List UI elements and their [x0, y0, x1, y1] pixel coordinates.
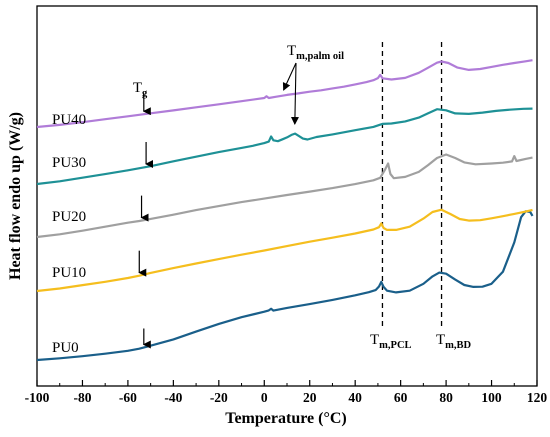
x-tick-label: 120 [527, 390, 548, 405]
series-line-pu40 [36, 59, 533, 129]
tm-palm-oil-label: Tm,palm oil [287, 43, 344, 62]
x-tick-label: 60 [394, 390, 408, 405]
series-line-pu20 [36, 153, 533, 239]
series-label-pu30: PU30 [52, 155, 86, 171]
x-tick-label: 0 [261, 390, 268, 405]
x-tick-label: 80 [439, 390, 453, 405]
x-tick-label: -20 [210, 390, 228, 405]
series-line-pu10 [36, 208, 533, 293]
x-tick-label: -80 [73, 390, 91, 405]
x-tick-label: -60 [119, 390, 137, 405]
reference-line-label: Tm,PCL [370, 332, 412, 351]
x-tick-label: 100 [481, 390, 502, 405]
x-axis-title: Temperature (°C) [225, 410, 346, 427]
x-tick-label: -40 [164, 390, 182, 405]
series-label-pu10: PU10 [52, 265, 86, 281]
tg-label: Tg [133, 80, 148, 99]
tm-palm-oil-arrow [282, 62, 297, 91]
series-label-pu0: PU0 [52, 340, 79, 356]
series-label-pu20: PU20 [52, 209, 86, 225]
series-line-pu30 [36, 107, 533, 186]
series-label-pu40: PU40 [52, 112, 86, 128]
series-line-pu0 [36, 210, 534, 362]
plot-area: -100 -80 -60 -40 -20 0 20 40 60 80 100 120 PU0 PU10 PU… [25, 5, 548, 405]
x-tick-label: 40 [348, 390, 362, 405]
y-axis-title: Heat flow endo up (W/g) [7, 112, 24, 280]
tm-palm-oil-arrow [290, 62, 299, 125]
reference-line-label: Tm,BD [436, 332, 472, 351]
x-tick-label: -100 [25, 390, 50, 405]
x-tick-label: 20 [303, 390, 317, 405]
